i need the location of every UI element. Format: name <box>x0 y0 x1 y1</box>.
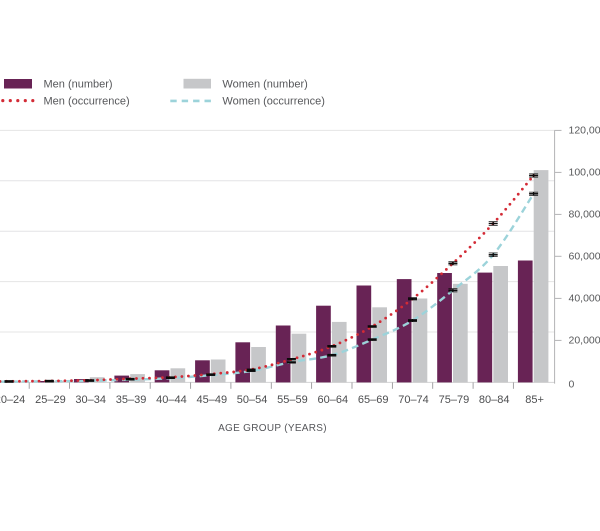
svg-text:60,000: 60,000 <box>569 250 600 262</box>
svg-text:60–64: 60–64 <box>318 394 349 406</box>
svg-text:35–39: 35–39 <box>116 394 147 406</box>
svg-text:40,000: 40,000 <box>569 293 600 305</box>
svg-text:50–54: 50–54 <box>237 394 268 406</box>
svg-text:85+: 85+ <box>525 394 544 406</box>
svg-text:80–84: 80–84 <box>479 394 510 406</box>
svg-text:75–79: 75–79 <box>439 394 470 406</box>
svg-text:70–74: 70–74 <box>398 394 429 406</box>
svg-text:Men (number): Men (number) <box>44 79 113 91</box>
svg-text:20–24: 20–24 <box>0 394 25 406</box>
svg-text:AGE GROUP (YEARS): AGE GROUP (YEARS) <box>218 423 327 434</box>
svg-text:100,000: 100,000 <box>569 167 600 179</box>
svg-text:Women (occurrence): Women (occurrence) <box>222 96 325 108</box>
svg-text:55–59: 55–59 <box>277 394 308 406</box>
svg-text:65–69: 65–69 <box>358 394 389 406</box>
svg-text:120,000: 120,000 <box>569 125 600 137</box>
svg-text:40–44: 40–44 <box>156 394 187 406</box>
svg-text:20,000: 20,000 <box>569 335 600 347</box>
svg-text:80,000: 80,000 <box>569 209 600 221</box>
svg-text:30–34: 30–34 <box>75 394 106 406</box>
svg-text:25–29: 25–29 <box>35 394 66 406</box>
svg-text:45–49: 45–49 <box>197 394 228 406</box>
svg-text:Men (occurrence): Men (occurrence) <box>44 96 130 108</box>
svg-text:0: 0 <box>569 378 575 390</box>
svg-text:Women (number): Women (number) <box>222 79 307 91</box>
